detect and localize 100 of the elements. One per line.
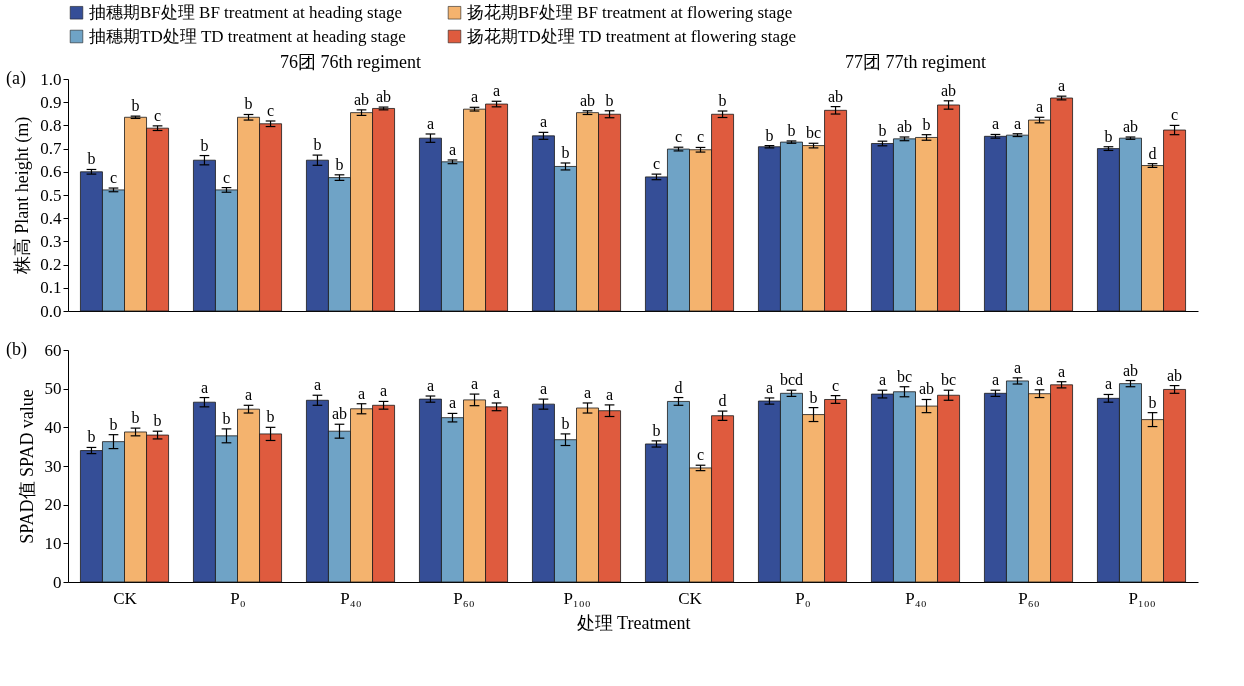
y-tick-label: 0.9 — [40, 92, 62, 112]
data-label: b — [809, 388, 818, 406]
data-label: ab — [1122, 118, 1139, 135]
data-label: a — [539, 113, 547, 131]
data-label: b — [153, 412, 162, 430]
data-label: b — [131, 409, 140, 427]
data-label: b — [109, 415, 118, 433]
data-label: a — [1013, 114, 1022, 132]
y-tick-label: 0.8 — [40, 115, 62, 135]
y-tick-label: 0.7 — [40, 139, 62, 159]
data-label: ab — [353, 90, 370, 108]
data-label: a — [765, 378, 773, 396]
text: 76团 76th regiment — [280, 52, 421, 72]
data-label: b — [335, 155, 344, 173]
y-tick-label: 0.4 — [40, 208, 62, 228]
y-tick-label: 50 — [44, 379, 62, 399]
data-label: ab — [941, 81, 957, 99]
y-tick-label: 0.1 — [40, 278, 62, 298]
data-label: a — [244, 386, 253, 404]
x-tick-label: P₀ — [230, 588, 246, 608]
data-label: a — [470, 88, 479, 106]
data-label: ab — [579, 91, 596, 109]
x-axis-title: 处理 Treatment — [576, 612, 691, 633]
data-label: ab — [918, 380, 935, 398]
data-label: a — [1035, 370, 1044, 388]
data-label: b — [313, 136, 322, 154]
data-label: c — [696, 446, 705, 464]
x-tick-label: P₄₀ — [340, 588, 362, 608]
data-label: ab — [376, 88, 392, 106]
data-label: ab — [896, 118, 913, 135]
y-tick-label: 20 — [44, 495, 62, 515]
data-label: a — [878, 371, 886, 389]
data-label: b — [266, 408, 275, 426]
data-label: a — [1035, 98, 1044, 116]
data-label: c — [109, 169, 118, 187]
data-label: b — [200, 136, 209, 154]
data-label: ab — [1167, 366, 1183, 384]
data-label: b — [787, 121, 796, 139]
y-tick-label: 10 — [44, 533, 62, 553]
y-tick-label: 0.0 — [40, 301, 62, 321]
data-label: ab — [828, 87, 844, 105]
data-label: ab — [1122, 361, 1139, 379]
data-label: a — [357, 384, 366, 402]
data-label: a — [539, 380, 547, 398]
y-tick-label: 40 — [44, 417, 62, 437]
data-label: b — [1148, 393, 1157, 411]
y-axis-title: SPAD值 SPAD value — [16, 389, 37, 544]
data-label: b — [765, 126, 774, 144]
y-tick-label: 0.6 — [40, 162, 62, 182]
legend-label: 扬花期TD处理 TD treatment at flowering stage — [467, 26, 797, 46]
data-label: b — [131, 97, 140, 115]
data-label: b — [222, 409, 231, 427]
data-label: a — [380, 382, 388, 400]
data-label: a — [1058, 77, 1066, 95]
y-tick-label: 30 — [44, 456, 62, 476]
data-label: b — [652, 421, 661, 439]
legend-label: 抽穗期BF处理 BF treatment at heading stage — [89, 2, 403, 22]
data-label: bc — [805, 124, 822, 142]
data-label: a — [493, 383, 501, 401]
x-tick-label: P₀ — [795, 588, 811, 608]
y-tick-label: 60 — [44, 340, 62, 360]
y-tick-label: 0.3 — [40, 231, 62, 251]
x-tick-label: P₆₀ — [453, 588, 475, 608]
text: (a) — [6, 68, 26, 89]
data-label: b — [244, 95, 253, 113]
data-label: bcd — [779, 371, 804, 389]
data-label: a — [426, 377, 434, 395]
data-label: a — [991, 371, 999, 389]
legend-label: 抽穗期TD处理 TD treatment at heading stage — [89, 26, 406, 46]
y-tick-label: 1.0 — [40, 69, 62, 89]
data-label: bc — [896, 367, 913, 385]
data-label: a — [1104, 375, 1112, 393]
data-label: c — [154, 106, 162, 124]
data-label: a — [448, 140, 457, 158]
data-label: a — [470, 375, 479, 393]
data-label: c — [1171, 106, 1179, 124]
data-label: a — [426, 114, 434, 132]
data-label: c — [674, 128, 683, 146]
text: (b) — [6, 339, 27, 360]
data-label: d — [718, 392, 727, 410]
data-label: b — [878, 122, 887, 140]
data-label: a — [606, 385, 614, 403]
data-label: d — [674, 378, 683, 396]
data-label: b — [87, 428, 96, 446]
data-label: a — [1013, 358, 1022, 376]
legend-label: 扬花期BF处理 BF treatment at flowering stage — [467, 2, 793, 22]
y-tick-label: 0.5 — [40, 185, 62, 205]
data-label: b — [87, 150, 96, 168]
data-label: a — [493, 82, 501, 100]
data-label: ab — [331, 405, 348, 423]
x-tick-label: P₆₀ — [1018, 588, 1040, 608]
x-tick-label: CK — [678, 588, 703, 608]
text: 77团 77th regiment — [845, 52, 986, 72]
data-label: a — [448, 394, 457, 412]
data-label: a — [200, 378, 208, 396]
data-label: b — [561, 414, 570, 432]
data-label: c — [267, 101, 275, 119]
data-label: c — [652, 155, 660, 173]
x-tick-label: P₄₀ — [905, 588, 927, 608]
y-tick-label: 0 — [53, 572, 62, 592]
